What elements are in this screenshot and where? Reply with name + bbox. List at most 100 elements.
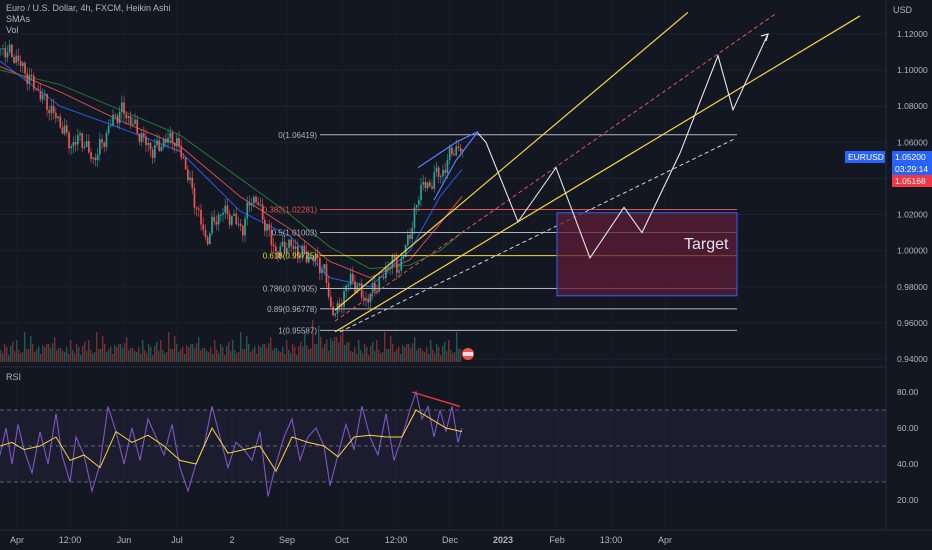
volume-bar bbox=[184, 354, 186, 362]
price-tick-label: 1.06000 bbox=[897, 137, 928, 147]
parallel-channel[interactable] bbox=[334, 11, 861, 333]
volume-bar bbox=[32, 344, 34, 362]
indicator-volume[interactable]: Vol bbox=[6, 25, 19, 35]
volume-bar bbox=[50, 348, 52, 362]
rsi-tick-label: 80.00 bbox=[897, 387, 919, 397]
volume-bar bbox=[324, 343, 326, 362]
candle bbox=[246, 202, 249, 219]
candle bbox=[453, 154, 455, 156]
price-tick-label: 1.12000 bbox=[897, 29, 928, 39]
candle bbox=[92, 157, 95, 160]
volume-bar bbox=[350, 351, 352, 362]
volume-bar bbox=[240, 332, 242, 362]
volume-bar bbox=[238, 352, 240, 362]
volume-bar bbox=[236, 353, 238, 362]
volume-bar bbox=[126, 337, 128, 362]
target-zone[interactable] bbox=[556, 212, 738, 297]
candle bbox=[13, 56, 15, 63]
time-axis[interactable]: Apr 12:00 Jun Jul 2 Sep Oct 12:00 Dec 2023 Feb 13:0… bbox=[10, 535, 672, 545]
volume-bar bbox=[194, 348, 196, 362]
time-tick-label: Apr bbox=[10, 535, 24, 545]
chart-title[interactable]: Euro / U.S. Dollar, 4h, FXCM, Heikin Ash… bbox=[6, 3, 171, 13]
candle bbox=[360, 283, 363, 298]
candle bbox=[321, 269, 323, 274]
volume-bar bbox=[174, 336, 176, 362]
fib-level-label: 1(0.95587) bbox=[278, 326, 317, 335]
candle bbox=[319, 257, 321, 274]
volume-bar bbox=[364, 344, 366, 362]
candle bbox=[433, 172, 436, 189]
volume-bar bbox=[8, 355, 10, 362]
volume-bar bbox=[68, 354, 70, 362]
candle bbox=[334, 313, 337, 316]
volume-bar bbox=[172, 349, 174, 362]
candle bbox=[147, 142, 150, 145]
volume-bar bbox=[410, 348, 412, 362]
channel-line bbox=[334, 11, 689, 311]
candle bbox=[352, 273, 354, 282]
volume-bar bbox=[298, 346, 300, 362]
candle bbox=[15, 55, 18, 63]
volume-bar bbox=[168, 332, 170, 362]
candle bbox=[41, 94, 44, 100]
volume-bar bbox=[268, 343, 270, 362]
candle bbox=[138, 133, 141, 142]
volume-bar bbox=[266, 348, 268, 362]
candle bbox=[151, 149, 154, 159]
rising-wedge bbox=[417, 130, 479, 201]
projection-line bbox=[477, 33, 769, 260]
volume-bar bbox=[368, 355, 370, 362]
candle bbox=[50, 105, 53, 114]
volume-bar bbox=[340, 335, 342, 362]
time-tick-label: Jun bbox=[117, 535, 132, 545]
moving-average-line bbox=[0, 66, 463, 279]
candle bbox=[70, 146, 73, 149]
red-price-tag: 1.05168 bbox=[892, 175, 932, 187]
projection-path[interactable] bbox=[477, 33, 769, 260]
volume-bar bbox=[308, 349, 310, 362]
candle bbox=[2, 48, 4, 50]
volume-bar bbox=[362, 353, 364, 362]
candle bbox=[444, 169, 447, 173]
candle bbox=[173, 143, 176, 147]
candle bbox=[290, 239, 293, 247]
time-tick-label: Jul bbox=[171, 535, 183, 545]
indicator-smas[interactable]: SMAs bbox=[6, 14, 31, 24]
candle bbox=[457, 146, 460, 149]
candle bbox=[442, 169, 444, 177]
volume-bar bbox=[370, 346, 372, 362]
candle bbox=[303, 245, 306, 252]
volume-bar bbox=[360, 350, 362, 362]
volume-indicator-bar bbox=[463, 352, 473, 356]
volume-bar bbox=[62, 351, 64, 362]
volume-bar bbox=[416, 350, 418, 362]
volume-bar bbox=[316, 343, 318, 362]
projection-arrowhead bbox=[760, 33, 769, 42]
candle bbox=[121, 102, 123, 112]
candle bbox=[72, 142, 75, 147]
volume-bar bbox=[70, 340, 72, 362]
volume-bar bbox=[460, 349, 462, 362]
candle bbox=[305, 251, 308, 263]
price-tick-label: 1.08000 bbox=[897, 101, 928, 111]
candle bbox=[169, 132, 172, 138]
candle bbox=[369, 293, 372, 303]
rsi-tick-label: 60.00 bbox=[897, 423, 919, 433]
volume-bar bbox=[4, 344, 6, 362]
volume-bar bbox=[132, 348, 134, 362]
volume-bar bbox=[166, 352, 168, 362]
volume-bar bbox=[438, 347, 440, 362]
volume-bar bbox=[6, 347, 8, 362]
rsi-signal-line bbox=[0, 409, 463, 473]
candle bbox=[283, 241, 286, 253]
candle bbox=[378, 276, 381, 292]
volume-bar bbox=[180, 349, 182, 362]
volume-bar bbox=[392, 344, 394, 362]
candle bbox=[308, 256, 310, 263]
candle bbox=[101, 139, 103, 143]
volume-bar bbox=[14, 351, 16, 362]
volume-bar bbox=[338, 342, 340, 362]
candle bbox=[22, 62, 24, 67]
candle bbox=[19, 60, 22, 67]
